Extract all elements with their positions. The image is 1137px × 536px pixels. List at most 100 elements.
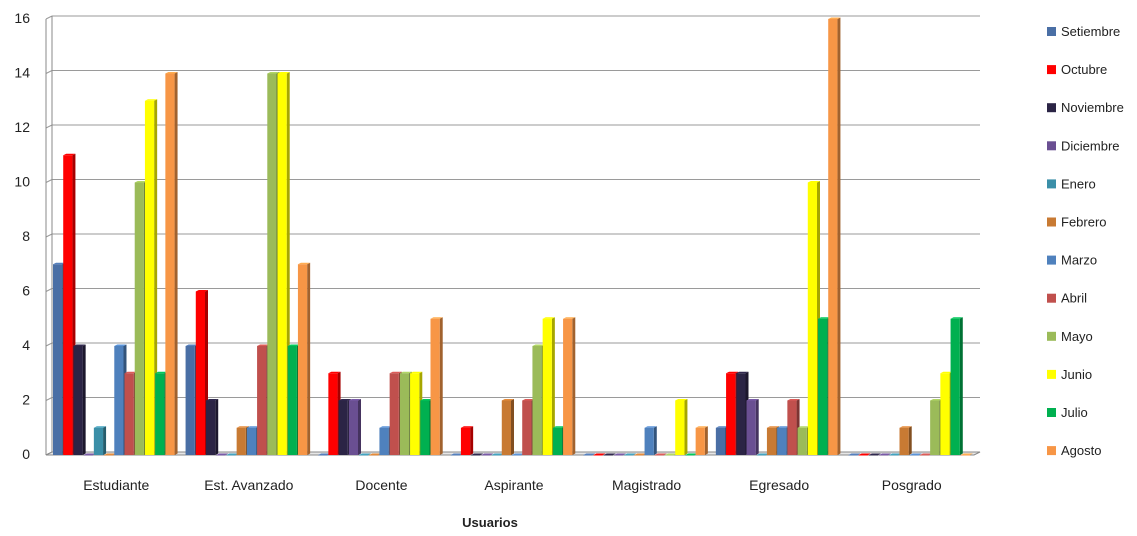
bar <box>797 427 807 455</box>
bar-top <box>226 453 239 455</box>
bar-top <box>287 344 300 346</box>
legend-swatch <box>1047 293 1056 303</box>
bar-side <box>653 426 657 455</box>
bar <box>889 455 899 456</box>
bar-top <box>593 453 606 455</box>
bar-top <box>603 453 616 455</box>
bar-top <box>83 453 96 455</box>
bar <box>899 427 909 455</box>
bar-top <box>889 453 902 455</box>
bar <box>206 400 216 455</box>
bar-top <box>410 371 423 374</box>
bar <box>848 455 858 456</box>
bar <box>583 455 593 456</box>
bar-side <box>572 317 576 455</box>
bar <box>246 427 257 455</box>
bar <box>960 455 970 456</box>
gridline-depth <box>45 124 53 129</box>
bar-top <box>919 453 933 455</box>
bar-top <box>185 344 198 346</box>
bar-top <box>460 426 474 428</box>
bar <box>277 73 287 455</box>
bar <box>654 455 664 456</box>
bar-top <box>868 453 882 455</box>
bar-top <box>879 453 892 455</box>
bar-top <box>124 371 137 374</box>
bar <box>348 400 358 455</box>
bar-top <box>93 426 107 428</box>
bar-side <box>959 317 963 455</box>
bar <box>185 346 195 455</box>
bar-top <box>552 426 566 428</box>
bar <box>53 264 63 455</box>
bar-top <box>624 453 637 455</box>
legend-label: Setiembre <box>1061 24 1120 39</box>
legend-swatch <box>1047 65 1056 75</box>
bar <box>267 73 277 455</box>
bar <box>613 455 624 456</box>
bar <box>318 455 328 456</box>
bar-side <box>82 344 86 455</box>
bar <box>481 455 491 456</box>
y-tick-label: 6 <box>22 283 30 299</box>
bar-top <box>236 426 249 428</box>
bar <box>399 373 410 455</box>
bar <box>73 346 83 455</box>
bar-top <box>766 426 780 428</box>
bar <box>675 400 685 455</box>
bar <box>491 455 501 456</box>
y-tick-label: 10 <box>14 174 30 190</box>
bar <box>756 455 766 456</box>
bar-top <box>960 453 973 455</box>
bar <box>236 427 246 455</box>
y-tick-label: 0 <box>22 446 30 462</box>
bar-top <box>246 426 260 428</box>
bar-top <box>563 317 576 319</box>
legend-label: Marzo <box>1061 253 1097 268</box>
bar-top <box>165 72 178 74</box>
bar <box>471 455 481 456</box>
bar <box>695 427 705 455</box>
bar-side <box>307 262 311 455</box>
bar-top <box>359 453 372 455</box>
bar <box>512 455 522 456</box>
bar <box>552 427 563 455</box>
legend-swatch <box>1047 27 1056 36</box>
bar <box>736 373 746 455</box>
bar <box>766 427 777 455</box>
bar <box>818 318 828 455</box>
legend-label: Agosto <box>1061 443 1101 458</box>
bar-top <box>420 399 433 401</box>
bar-top <box>848 453 861 455</box>
bar-top <box>675 399 688 401</box>
legend-swatch <box>1047 217 1056 227</box>
bar-top <box>348 399 361 401</box>
legend-swatch <box>1047 179 1056 189</box>
bar <box>787 400 797 455</box>
bar-top <box>53 262 66 265</box>
bar-top <box>583 453 596 455</box>
bar <box>940 373 950 455</box>
bar <box>685 455 695 456</box>
legend-swatch <box>1047 103 1056 113</box>
bar-top <box>501 399 514 401</box>
bar-top <box>736 371 749 374</box>
legend-swatch <box>1047 255 1056 265</box>
bars <box>53 17 973 456</box>
bar <box>624 455 634 456</box>
bar <box>369 455 379 456</box>
gridline-depth <box>45 288 53 292</box>
bar-top <box>399 371 413 374</box>
gridline-depth <box>45 342 53 347</box>
bar-side <box>174 72 178 455</box>
bar-top <box>134 181 147 183</box>
bar-top <box>665 453 678 455</box>
bar <box>155 373 165 455</box>
bar <box>868 455 879 456</box>
legend-label: Octubre <box>1061 62 1107 77</box>
bar-top <box>899 426 912 428</box>
bar-top <box>930 399 943 401</box>
bar-top <box>715 426 729 428</box>
bar <box>257 346 267 455</box>
y-tick-labels: 0 2 4 6 8 10 12 14 16 <box>14 10 30 462</box>
